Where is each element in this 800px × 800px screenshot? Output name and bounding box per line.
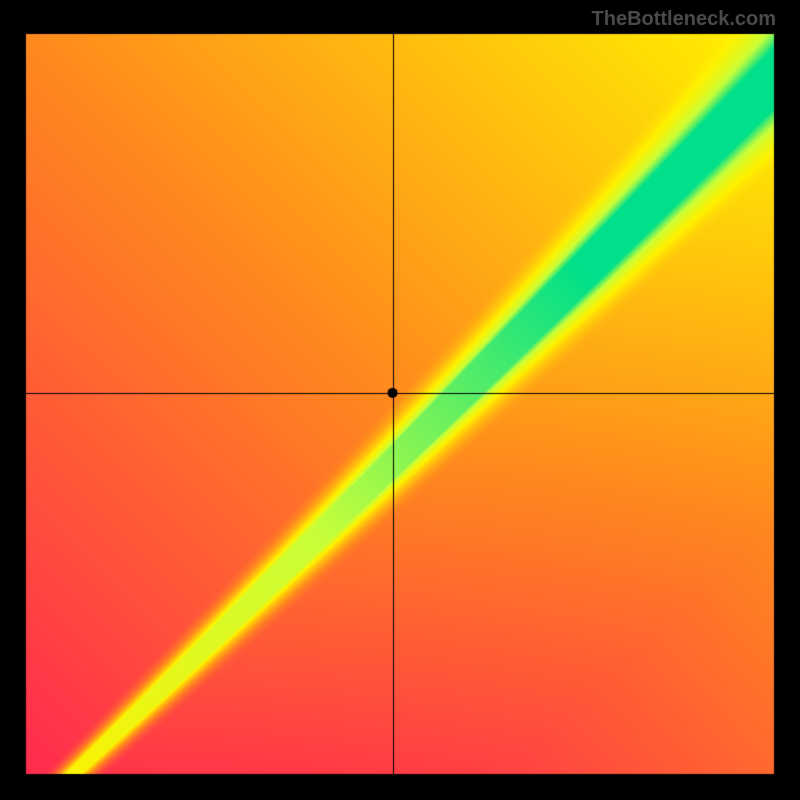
- heatmap-canvas: [0, 0, 800, 800]
- watermark-text: TheBottleneck.com: [592, 8, 776, 31]
- chart-container: TheBottleneck.com: [0, 0, 800, 800]
